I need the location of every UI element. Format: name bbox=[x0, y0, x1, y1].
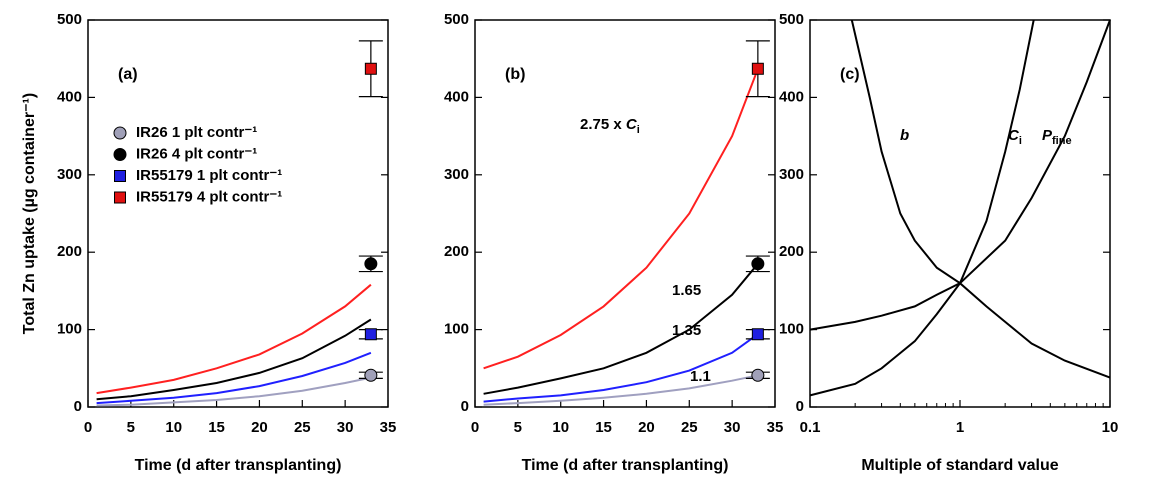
curve bbox=[96, 376, 372, 407]
panel-label: (a) bbox=[118, 66, 138, 83]
y-tick-label: 200 bbox=[57, 243, 82, 260]
curve-label-symbol: P bbox=[1042, 127, 1053, 144]
y-tick-label: 500 bbox=[444, 11, 469, 28]
legend-marker bbox=[113, 148, 127, 161]
marker bbox=[364, 62, 377, 75]
curve bbox=[809, 19, 1035, 397]
x-tick-label: 30 bbox=[724, 419, 741, 436]
y-tick-label: 300 bbox=[444, 166, 469, 183]
curve bbox=[809, 19, 1111, 331]
x-tick-label: 5 bbox=[127, 419, 135, 436]
curve-label-text: 1.65 bbox=[672, 282, 701, 299]
y-tick-label: 500 bbox=[57, 11, 82, 28]
y-tick-label: 400 bbox=[57, 88, 82, 105]
curve-label-text: 2.75 x bbox=[580, 116, 626, 133]
marker bbox=[751, 368, 765, 382]
curve-label: Ci bbox=[1008, 127, 1022, 147]
y-tick-label: 100 bbox=[444, 321, 469, 338]
marker bbox=[364, 257, 378, 271]
curve-label: 1.65 bbox=[672, 282, 701, 299]
curve-label-sub: fine bbox=[1052, 135, 1072, 147]
x-tick-label: 0.1 bbox=[800, 419, 821, 436]
x-tick-label: 35 bbox=[767, 419, 784, 436]
curve-label-symbol: C bbox=[1008, 127, 1020, 144]
legend-label: IR55179 4 plt contr⁻¹ bbox=[136, 188, 282, 205]
curve-label: b bbox=[900, 127, 909, 144]
curve-label-symbol: b bbox=[900, 127, 909, 144]
legend-label: IR26 1 plt contr⁻¹ bbox=[136, 124, 257, 141]
legend-marker bbox=[114, 191, 126, 204]
x-tick-label: 30 bbox=[337, 419, 354, 436]
x-tick-label: 10 bbox=[552, 419, 569, 436]
x-tick-label: 20 bbox=[638, 419, 655, 436]
panel-label: (c) bbox=[840, 66, 860, 83]
curve bbox=[483, 374, 759, 406]
curve-label: Pfine bbox=[1042, 127, 1072, 147]
x-axis-label: Time (d after transplanting) bbox=[522, 457, 729, 474]
x-tick-label: 1 bbox=[956, 419, 964, 436]
curve-label-sub: i bbox=[637, 124, 640, 136]
curve-label: 1.35 bbox=[672, 322, 701, 339]
x-tick-label: 25 bbox=[681, 419, 698, 436]
y-tick-label: 200 bbox=[444, 243, 469, 260]
x-tick-label: 15 bbox=[208, 419, 225, 436]
plot-frame bbox=[87, 19, 389, 408]
x-tick-label: 10 bbox=[165, 419, 182, 436]
curve bbox=[483, 263, 759, 395]
curve-label: 2.75 x Ci bbox=[580, 116, 640, 136]
curve bbox=[483, 68, 759, 370]
y-tick-label: 400 bbox=[444, 88, 469, 105]
curve-label-text: 1.35 bbox=[672, 322, 701, 339]
y-tick-label: 0 bbox=[461, 398, 469, 415]
curve-label-symbol: C bbox=[626, 116, 638, 133]
x-tick-label: 25 bbox=[294, 419, 311, 436]
legend-label: IR55179 1 plt contr⁻¹ bbox=[136, 167, 282, 184]
curve bbox=[850, 19, 1111, 379]
x-tick-label: 10 bbox=[1102, 419, 1119, 436]
x-axis-label: Time (d after transplanting) bbox=[135, 457, 342, 474]
curve-label-sub: i bbox=[1019, 135, 1022, 147]
x-tick-label: 20 bbox=[251, 419, 268, 436]
x-tick-label: 0 bbox=[471, 419, 479, 436]
y-tick-label: 500 bbox=[779, 11, 804, 28]
y-axis-label: Total Zn uptake (µg container⁻¹) bbox=[21, 93, 38, 334]
y-tick-label: 100 bbox=[57, 321, 82, 338]
marker bbox=[364, 368, 378, 382]
x-axis-label: Multiple of standard value bbox=[861, 457, 1058, 474]
marker bbox=[751, 257, 765, 271]
legend-marker bbox=[113, 126, 127, 140]
y-tick-label: 300 bbox=[57, 166, 82, 183]
curve-label-text: 1.1 bbox=[690, 368, 711, 385]
y-tick-label: 200 bbox=[779, 243, 804, 260]
y-tick-label: 0 bbox=[796, 398, 804, 415]
x-tick-label: 15 bbox=[595, 419, 612, 436]
x-tick-label: 35 bbox=[380, 419, 397, 436]
panel-label: (b) bbox=[505, 66, 525, 83]
y-tick-label: 0 bbox=[74, 398, 82, 415]
legend-marker bbox=[114, 170, 126, 182]
y-tick-label: 300 bbox=[779, 166, 804, 183]
plot-frame bbox=[474, 19, 776, 408]
y-tick-label: 100 bbox=[779, 321, 804, 338]
marker bbox=[751, 62, 764, 75]
marker bbox=[364, 328, 377, 341]
curve bbox=[96, 351, 372, 405]
curve-label: 1.1 bbox=[690, 368, 711, 385]
marker bbox=[751, 328, 764, 341]
x-tick-label: 0 bbox=[84, 419, 92, 436]
legend-label: IR26 4 plt contr⁻¹ bbox=[136, 145, 257, 162]
y-tick-label: 400 bbox=[779, 88, 804, 105]
curve bbox=[483, 333, 759, 403]
x-tick-label: 5 bbox=[514, 419, 522, 436]
curve bbox=[96, 283, 372, 395]
curve bbox=[96, 318, 372, 401]
